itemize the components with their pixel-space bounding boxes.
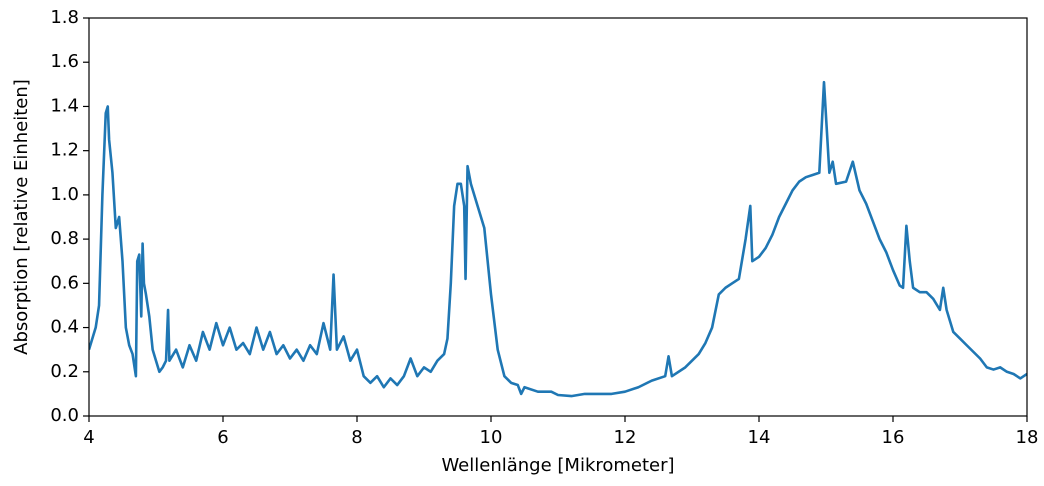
x-tick-label: 6 xyxy=(217,427,228,448)
y-tick-label: 0.4 xyxy=(50,317,79,338)
x-tick-label: 14 xyxy=(748,427,771,448)
x-axis-label: Wellenlänge [Mikrometer] xyxy=(441,455,674,476)
data-line xyxy=(89,80,1027,398)
x-tick-label: 16 xyxy=(882,427,905,448)
y-tick-label: 1.8 xyxy=(50,7,79,28)
y-tick-label: 1.4 xyxy=(50,95,79,116)
y-tick-label: 0.0 xyxy=(50,405,79,426)
plot-frame xyxy=(88,17,1028,417)
x-tick-label: 12 xyxy=(614,427,637,448)
x-tick-label: 8 xyxy=(351,427,362,448)
y-axis-label: Absorption [relative Einheiten] xyxy=(11,79,32,355)
y-tick-label: 1.6 xyxy=(50,51,79,72)
y-tick-label: 0.6 xyxy=(50,272,79,293)
y-tick-label: 1.0 xyxy=(50,184,79,205)
y-tick-label: 0.8 xyxy=(50,228,79,249)
x-tick-label: 10 xyxy=(480,427,503,448)
y-tick-label: 1.2 xyxy=(50,140,79,161)
x-tick-label: 4 xyxy=(83,427,94,448)
x-tick-label: 18 xyxy=(1016,427,1039,448)
y-tick-label: 0.2 xyxy=(50,361,79,382)
